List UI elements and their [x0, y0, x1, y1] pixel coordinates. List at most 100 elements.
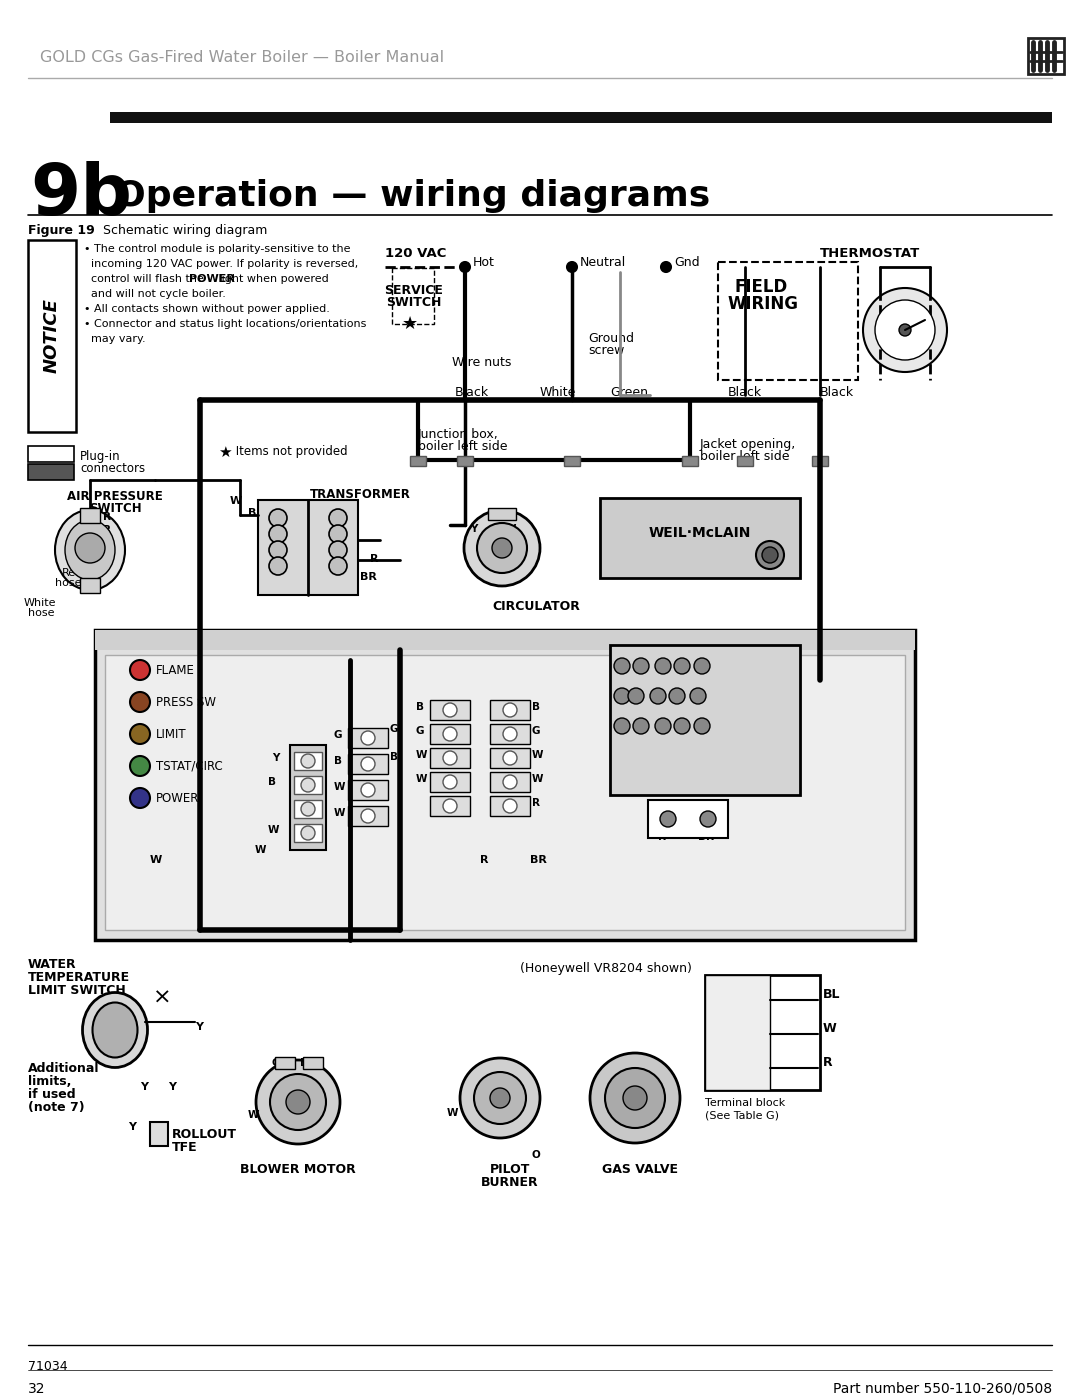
Text: Junction box,: Junction box,	[418, 427, 499, 441]
Ellipse shape	[55, 510, 125, 590]
Text: boiler left side: boiler left side	[700, 450, 789, 462]
Bar	[564, 455, 580, 467]
Text: R: R	[615, 708, 621, 717]
Circle shape	[694, 718, 710, 733]
Text: Gnd: Gnd	[674, 257, 700, 270]
Text: B: B	[694, 648, 701, 657]
Text: R: R	[615, 648, 621, 657]
Bar	[490, 700, 530, 719]
Circle shape	[443, 726, 457, 740]
Text: W: W	[505, 524, 516, 534]
Text: Hot: Hot	[473, 257, 495, 270]
Text: G: G	[390, 724, 399, 733]
Text: BL: BL	[627, 678, 640, 687]
Bar	[80, 509, 100, 522]
Bar	[294, 752, 322, 770]
Text: R: R	[480, 855, 488, 865]
Text: R: R	[370, 555, 378, 564]
Text: "C": "C"	[710, 990, 732, 1003]
Text: G: G	[532, 726, 540, 736]
Text: G: G	[272, 1058, 281, 1067]
Circle shape	[654, 658, 671, 673]
Text: boiler left side: boiler left side	[418, 440, 508, 453]
Text: ×: ×	[152, 988, 172, 1009]
Bar	[490, 796, 530, 816]
Circle shape	[477, 522, 527, 573]
Circle shape	[361, 809, 375, 823]
Circle shape	[75, 534, 105, 563]
Text: R: R	[103, 525, 111, 535]
Circle shape	[492, 538, 512, 557]
Text: Terminal block: Terminal block	[705, 1098, 785, 1108]
Circle shape	[567, 263, 577, 272]
Circle shape	[464, 510, 540, 585]
Bar	[80, 578, 100, 592]
Text: LIMIT: LIMIT	[156, 728, 187, 740]
Text: W: W	[532, 750, 543, 760]
Text: 9b: 9b	[30, 161, 132, 229]
Bar	[430, 747, 470, 768]
Circle shape	[605, 1067, 665, 1127]
Bar	[291, 745, 326, 849]
Text: Wire nuts: Wire nuts	[453, 356, 511, 369]
Text: G: G	[334, 731, 342, 740]
Text: LIMIT SWITCH: LIMIT SWITCH	[28, 983, 125, 997]
Text: connectors: connectors	[80, 462, 145, 475]
Circle shape	[899, 324, 912, 337]
Text: • All contacts shown without power applied.: • All contacts shown without power appli…	[84, 305, 329, 314]
Text: 120 VAC: 120 VAC	[384, 247, 446, 260]
Text: FIELD: FIELD	[735, 278, 788, 296]
Text: may vary.: may vary.	[84, 334, 146, 344]
Circle shape	[674, 658, 690, 673]
Bar	[28, 240, 76, 432]
Bar	[610, 645, 800, 795]
Bar	[258, 500, 357, 595]
Text: GOLD CGs Gas-Fired Water Boiler — Boiler Manual: GOLD CGs Gas-Fired Water Boiler — Boiler…	[40, 50, 444, 66]
Bar	[600, 497, 800, 578]
Text: BR: BR	[360, 571, 377, 583]
Text: W: W	[334, 782, 346, 792]
Text: W: W	[268, 826, 280, 835]
Circle shape	[474, 1071, 526, 1125]
Text: control will flash the: control will flash the	[84, 274, 207, 284]
Text: White: White	[540, 386, 577, 400]
Circle shape	[460, 1058, 540, 1139]
Circle shape	[694, 658, 710, 673]
Text: B: B	[300, 1058, 308, 1067]
Text: AIR PRESSURE: AIR PRESSURE	[67, 490, 163, 503]
Text: PILOT: PILOT	[490, 1162, 530, 1176]
Text: White: White	[24, 598, 56, 608]
Text: "A": "A"	[710, 1024, 733, 1037]
Bar	[105, 655, 905, 930]
Circle shape	[627, 687, 644, 704]
Text: R: R	[103, 511, 111, 522]
Text: FLAME: FLAME	[156, 664, 194, 676]
Bar	[1028, 38, 1064, 74]
Text: NOTICE: NOTICE	[43, 299, 60, 373]
Bar	[294, 824, 322, 842]
Bar	[348, 728, 388, 747]
Text: W: W	[823, 1023, 837, 1035]
Bar	[95, 630, 915, 650]
Circle shape	[256, 1060, 340, 1144]
Text: WATER: WATER	[28, 958, 77, 971]
Circle shape	[623, 1085, 647, 1111]
Text: POWER: POWER	[156, 792, 200, 805]
Text: R: R	[532, 798, 540, 807]
Text: W: W	[248, 1111, 259, 1120]
Text: R: R	[823, 1056, 833, 1069]
Text: W: W	[255, 845, 267, 855]
Text: GAS VALVE: GAS VALVE	[602, 1162, 678, 1176]
Text: Plug-in: Plug-in	[80, 450, 121, 462]
Bar	[648, 800, 728, 838]
Text: B: B	[248, 509, 256, 518]
Bar	[457, 455, 473, 467]
Text: WEIL·McLAIN: WEIL·McLAIN	[649, 527, 752, 541]
Text: B: B	[532, 703, 540, 712]
Text: Black: Black	[455, 386, 489, 400]
Text: Y: Y	[470, 524, 477, 534]
Text: ★: ★	[218, 444, 231, 460]
Circle shape	[443, 799, 457, 813]
Text: Additional: Additional	[28, 1062, 99, 1076]
Bar	[718, 263, 858, 380]
